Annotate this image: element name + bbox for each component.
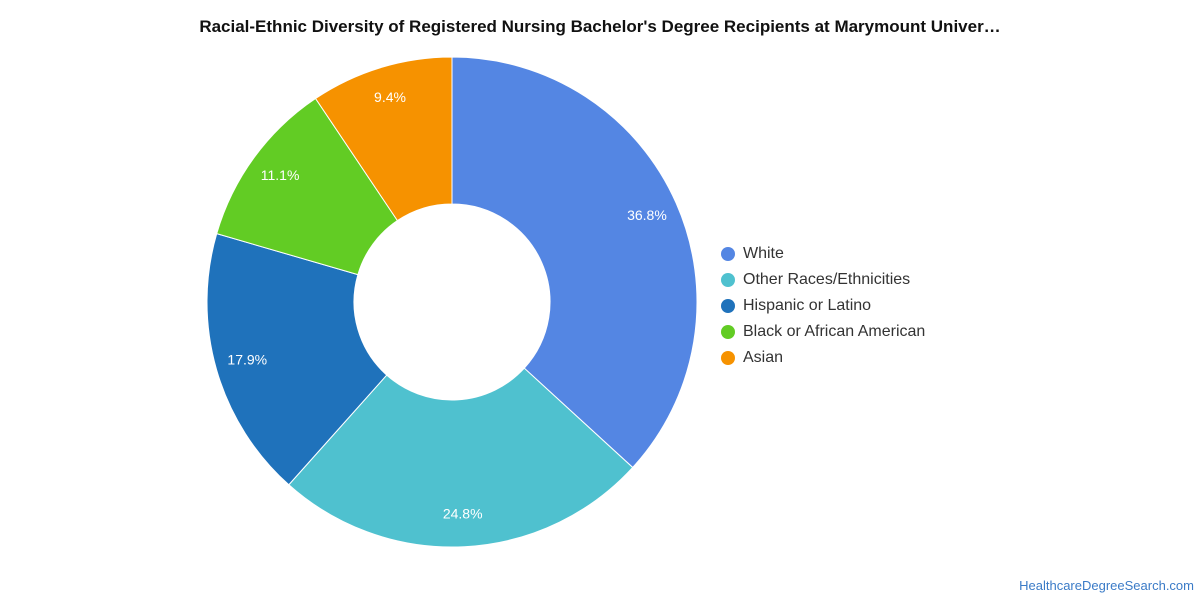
legend-swatch (721, 299, 735, 313)
slice-label: 11.1% (261, 167, 300, 183)
slice-asian (314, 56, 453, 222)
legend-swatch (721, 247, 735, 261)
legend-swatch (721, 325, 735, 339)
legend-label: White (743, 245, 784, 262)
legend-label: Asian (743, 349, 784, 366)
legend-item[interactable]: Black or African American (721, 319, 925, 345)
slice-black-or-african-american (216, 97, 399, 276)
legend-label: Black or African American (743, 323, 926, 340)
legend-label: Hispanic or Latino (743, 297, 872, 314)
legend-swatch (721, 273, 735, 287)
legend-item[interactable]: Hispanic or Latino (721, 293, 925, 319)
slice-white (451, 56, 698, 469)
legend-swatch (721, 351, 735, 365)
slice-other-races-ethnicities (288, 367, 634, 548)
legend: White Other Races/Ethnicities Hispanic or … (721, 241, 925, 371)
slice-hispanic-or-latino (206, 233, 388, 486)
slice-label: 9.4% (374, 89, 406, 105)
legend-label: Other Races/Ethnicities (743, 271, 911, 288)
slice-label: 36.8% (627, 207, 667, 223)
source-link[interactable]: HealthcareDegreeSearch.com (1019, 578, 1194, 593)
slice-label: 24.8% (443, 505, 483, 521)
legend-item[interactable]: White (721, 241, 925, 267)
legend-item[interactable]: Asian (721, 345, 925, 371)
legend-item[interactable]: Other Races/Ethnicities (721, 267, 925, 293)
chart-title: Racial-Ethnic Diversity of Registered Nu… (199, 17, 1001, 36)
slice-label: 17.9% (227, 351, 267, 367)
